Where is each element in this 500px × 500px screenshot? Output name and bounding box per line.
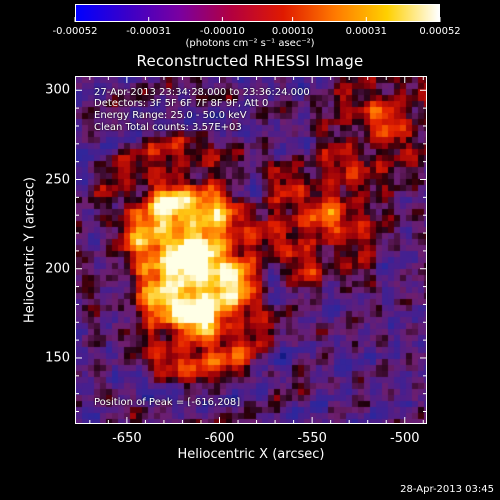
y-tick-label: 250 (45, 172, 70, 187)
peak-position: Position of Peak = [-616,208] (94, 397, 241, 408)
colorbar-tick-label: 0.00010 (271, 26, 314, 37)
rhessi-image-canvas (76, 77, 426, 423)
x-tick-label: -550 (297, 431, 327, 446)
colorbar-tick-label: 0.00031 (345, 26, 387, 37)
info-method-counts: Clean Total counts: 3.57E+03 (94, 122, 242, 133)
y-tick-label: 150 (45, 350, 70, 366)
info-detectors: Detectors: 3F 5F 6F 7F 8F 9F, Att 0 (94, 98, 269, 109)
colorbar-tick-label: -0.00031 (126, 26, 172, 37)
rhessi-image (75, 76, 427, 424)
y-axis-label: Heliocentric Y (arcsec) (22, 177, 38, 323)
colorbar-tick-label: 0.00052 (419, 26, 461, 37)
x-axis-label: Heliocentric X (arcsec) (177, 447, 325, 462)
x-tick-label: -500 (390, 431, 420, 446)
y-tick-label: 300 (45, 82, 70, 98)
x-tick-label: -650 (112, 431, 142, 446)
colorbar-tick-label: -0.00010 (199, 26, 245, 37)
colorbar (75, 4, 440, 22)
timestamp: 28-Apr-2013 03:45 (400, 484, 494, 495)
x-tick-label: -600 (204, 431, 235, 446)
colorbar-tick-label: -0.00052 (52, 26, 98, 37)
plot-title: Reconstructed RHESSI Image (136, 52, 364, 70)
info-time-range: 27-Apr-2013 23:34:28.000 to 23:36:24.000 (94, 87, 310, 98)
info-energy-range: Energy Range: 25.0 - 50.0 keV (94, 110, 247, 121)
colorbar-unit-label: (photons cm⁻² s⁻¹ asec⁻²) (185, 38, 315, 49)
y-tick-label: 200 (45, 261, 70, 277)
